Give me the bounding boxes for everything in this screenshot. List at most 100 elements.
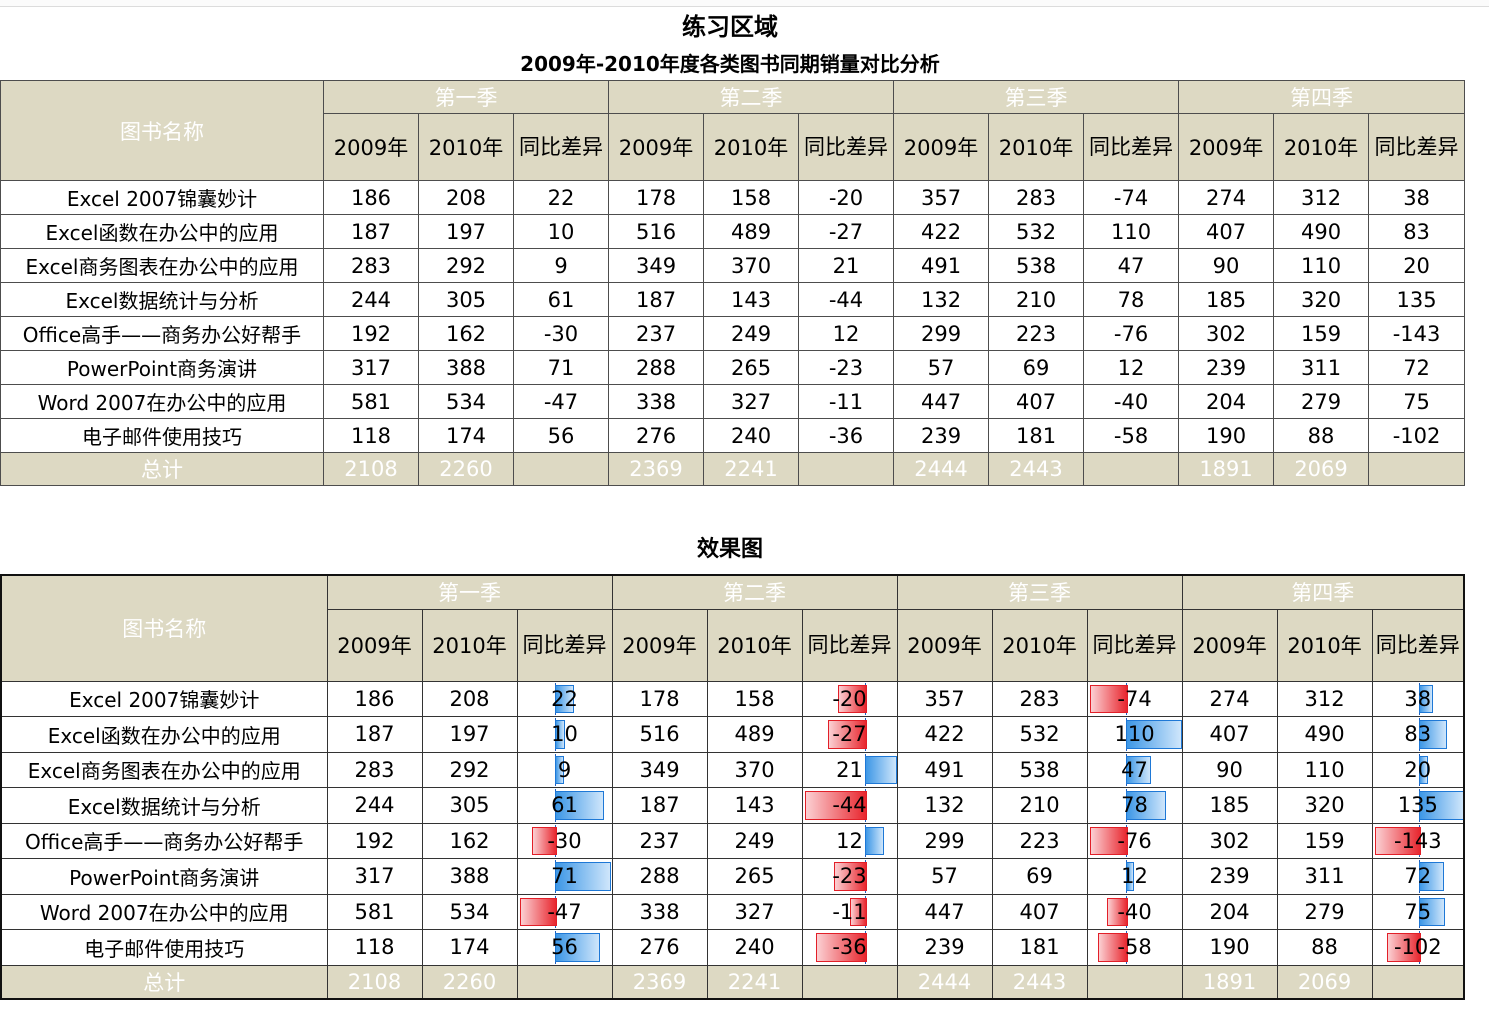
book-name-cell[interactable]: Office高手——商务办公好帮手 — [0, 822, 328, 859]
diff-cell[interactable]: 75 — [1368, 384, 1466, 419]
sales-cell[interactable]: 516 — [611, 716, 708, 753]
book-name-cell[interactable]: Excel 2007锦囊妙计 — [0, 180, 324, 215]
sales-cell[interactable]: 327 — [703, 384, 800, 419]
sales-cell[interactable]: 407 — [988, 384, 1085, 419]
total-cell[interactable] — [1368, 452, 1466, 486]
sales-cell[interactable]: 158 — [706, 680, 803, 717]
diff-cell[interactable]: 47 — [1086, 751, 1183, 788]
sales-cell[interactable]: 239 — [1181, 858, 1278, 895]
diff-header[interactable]: 同比差异 — [1368, 113, 1466, 181]
total-cell[interactable]: 2108 — [323, 452, 419, 486]
diff-cell[interactable]: -11 — [798, 384, 895, 419]
book-name-cell[interactable]: Word 2007在办公中的应用 — [0, 893, 328, 930]
quarter-header[interactable]: 第三季 — [896, 574, 1183, 610]
sales-cell[interactable]: 69 — [988, 350, 1085, 385]
diff-cell[interactable]: 61 — [516, 787, 613, 824]
sales-cell[interactable]: 185 — [1181, 787, 1278, 824]
year-header[interactable]: 2009年 — [323, 113, 419, 181]
total-cell[interactable] — [798, 452, 895, 486]
sales-cell[interactable]: 187 — [323, 214, 419, 249]
diff-cell[interactable]: 12 — [1083, 350, 1180, 385]
diff-cell[interactable]: 20 — [1371, 751, 1465, 788]
sales-cell[interactable]: 338 — [611, 893, 708, 930]
diff-cell[interactable]: -143 — [1368, 316, 1466, 351]
diff-cell[interactable]: 56 — [516, 929, 613, 966]
sales-cell[interactable]: 174 — [418, 418, 514, 453]
sales-cell[interactable]: 244 — [323, 282, 419, 317]
sales-cell[interactable]: 143 — [706, 787, 803, 824]
total-cell[interactable]: 1891 — [1178, 452, 1275, 486]
sales-cell[interactable]: 490 — [1276, 716, 1373, 753]
sales-cell[interactable]: 279 — [1276, 893, 1373, 930]
sales-cell[interactable]: 190 — [1181, 929, 1278, 966]
book-name-cell[interactable]: Excel 2007锦囊妙计 — [0, 680, 328, 717]
sales-cell[interactable]: 158 — [703, 180, 800, 215]
sales-cell[interactable]: 265 — [703, 350, 800, 385]
total-cell[interactable]: 2444 — [896, 964, 993, 1000]
total-cell[interactable]: 2444 — [893, 452, 990, 486]
book-name-header[interactable]: 图书名称 — [0, 80, 324, 181]
sales-cell[interactable]: 320 — [1273, 282, 1370, 317]
diff-cell[interactable]: -76 — [1083, 316, 1180, 351]
year-header[interactable]: 2010年 — [706, 608, 803, 682]
sales-cell[interactable]: 447 — [893, 384, 990, 419]
diff-cell[interactable]: 10 — [516, 716, 613, 753]
diff-cell[interactable]: -27 — [798, 214, 895, 249]
sales-cell[interactable]: 110 — [1273, 248, 1370, 283]
diff-cell[interactable]: 9 — [512, 248, 610, 283]
year-header[interactable]: 2010年 — [1273, 113, 1370, 181]
sales-cell[interactable]: 349 — [608, 248, 705, 283]
diff-cell[interactable]: -102 — [1368, 418, 1466, 453]
diff-cell[interactable]: 10 — [512, 214, 610, 249]
diff-cell[interactable]: -30 — [512, 316, 610, 351]
sales-cell[interactable]: 90 — [1178, 248, 1275, 283]
year-header[interactable]: 2009年 — [1181, 608, 1278, 682]
total-cell[interactable]: 2241 — [706, 964, 803, 1000]
total-cell[interactable]: 2241 — [703, 452, 800, 486]
diff-cell[interactable]: 12 — [1086, 858, 1183, 895]
sales-cell[interactable]: 181 — [991, 929, 1088, 966]
total-cell[interactable] — [516, 964, 613, 1000]
sales-cell[interactable]: 276 — [608, 418, 705, 453]
total-cell[interactable]: 2369 — [611, 964, 708, 1000]
sales-cell[interactable]: 192 — [323, 316, 419, 351]
sales-cell[interactable]: 132 — [896, 787, 993, 824]
sales-cell[interactable]: 237 — [608, 316, 705, 351]
year-header[interactable]: 2009年 — [896, 608, 993, 682]
diff-cell[interactable]: -20 — [801, 680, 898, 717]
sales-cell[interactable]: 305 — [421, 787, 518, 824]
book-name-cell[interactable]: Excel函数在办公中的应用 — [0, 214, 324, 249]
year-header[interactable]: 2010年 — [991, 608, 1088, 682]
diff-cell[interactable]: -36 — [798, 418, 895, 453]
diff-header[interactable]: 同比差异 — [801, 608, 898, 682]
book-name-cell[interactable]: Excel商务图表在办公中的应用 — [0, 248, 324, 283]
sales-cell[interactable]: 276 — [611, 929, 708, 966]
book-name-cell[interactable]: Excel函数在办公中的应用 — [0, 716, 328, 753]
diff-header[interactable]: 同比差异 — [1083, 113, 1180, 181]
diff-cell[interactable]: 12 — [801, 822, 898, 859]
sales-cell[interactable]: 239 — [896, 929, 993, 966]
year-header[interactable]: 2010年 — [421, 608, 518, 682]
diff-cell[interactable]: 56 — [512, 418, 610, 453]
sales-cell[interactable]: 279 — [1273, 384, 1370, 419]
sales-cell[interactable]: 143 — [703, 282, 800, 317]
diff-cell[interactable]: 110 — [1086, 716, 1183, 753]
diff-cell[interactable]: 22 — [512, 180, 610, 215]
sales-cell[interactable]: 210 — [988, 282, 1085, 317]
sales-cell[interactable]: 370 — [703, 248, 800, 283]
sales-cell[interactable]: 311 — [1276, 858, 1373, 895]
book-name-cell[interactable]: Excel商务图表在办公中的应用 — [0, 751, 328, 788]
total-cell[interactable]: 2069 — [1273, 452, 1370, 486]
sales-cell[interactable]: 283 — [988, 180, 1085, 215]
sales-cell[interactable]: 197 — [418, 214, 514, 249]
sales-cell[interactable]: 90 — [1181, 751, 1278, 788]
book-name-cell[interactable]: Word 2007在办公中的应用 — [0, 384, 324, 419]
diff-cell[interactable]: 38 — [1368, 180, 1466, 215]
total-cell[interactable]: 2369 — [608, 452, 705, 486]
sales-cell[interactable]: 186 — [326, 680, 423, 717]
book-name-header[interactable]: 图书名称 — [0, 574, 328, 682]
total-cell[interactable]: 2260 — [421, 964, 518, 1000]
diff-cell[interactable]: 21 — [798, 248, 895, 283]
sales-cell[interactable]: 265 — [706, 858, 803, 895]
sales-cell[interactable]: 489 — [703, 214, 800, 249]
